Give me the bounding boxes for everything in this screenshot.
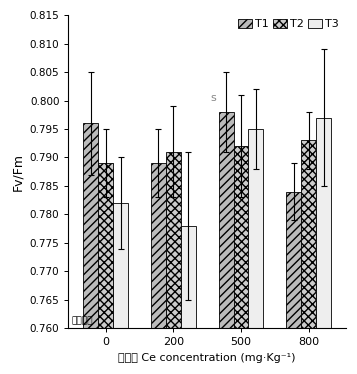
Bar xyxy=(181,226,196,328)
Y-axis label: Fv/Fm: Fv/Fm xyxy=(11,153,24,191)
Bar xyxy=(151,163,166,328)
Bar xyxy=(98,163,113,328)
Bar xyxy=(233,146,248,328)
Bar xyxy=(248,129,263,328)
Bar xyxy=(219,112,233,328)
Bar xyxy=(316,117,331,328)
X-axis label: 综合度 Ce concentration (mg·Kg⁻¹): 综合度 Ce concentration (mg·Kg⁻¹) xyxy=(119,353,296,363)
Bar xyxy=(113,203,128,328)
Bar xyxy=(301,140,316,328)
Bar xyxy=(166,152,181,328)
Bar xyxy=(286,191,301,328)
Text: 表示差异: 表示差异 xyxy=(71,316,93,325)
Legend: T1, T2, T3: T1, T2, T3 xyxy=(234,15,343,34)
Text: s: s xyxy=(211,92,216,102)
Bar xyxy=(83,123,98,328)
